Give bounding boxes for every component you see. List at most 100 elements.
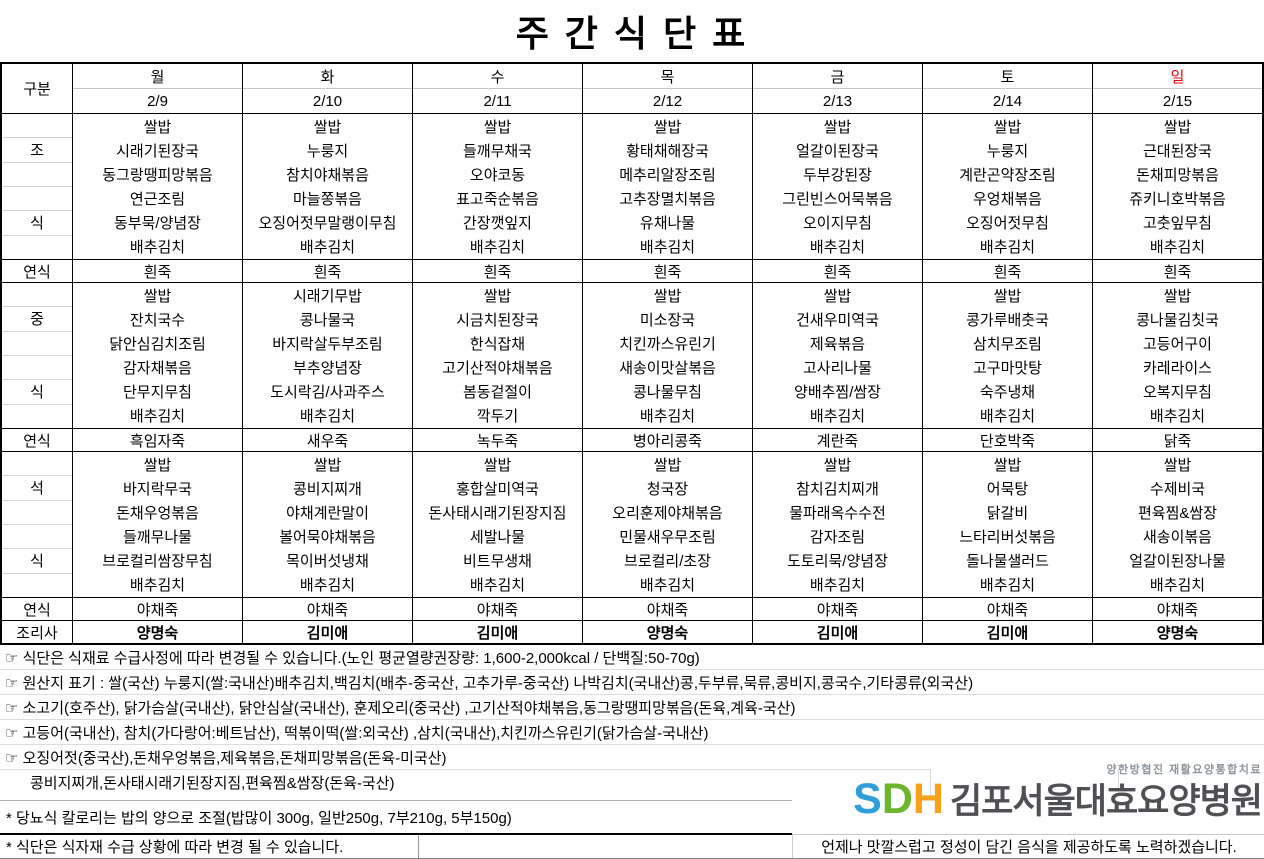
menu-item: 볼어묵야채볶음 [279, 529, 376, 547]
hospital-logo: 양한방협진 재활요양통합치료 SDH 김포서울대효요양병원 [853, 761, 1263, 821]
menu-item: 바지락무국 [122, 480, 192, 498]
meal-label-cell: 식 [2, 211, 72, 236]
menu-item: 쌀밥 [653, 118, 682, 136]
menu-item: 미소장국 [639, 311, 696, 329]
menu-day-cell: 쌀밥 콩가루배춧국 삼치무조림 고구마맛탕 숙주냉채 배추김치 [923, 283, 1093, 428]
menu-item: 쌀밥 [1163, 456, 1192, 474]
menu-item: 배추김치 [1149, 239, 1206, 257]
lunch-soft-cell: 새우죽 [243, 429, 413, 451]
menu-item: 배추김치 [299, 408, 356, 426]
menu-item: 들깨무나물 [122, 529, 192, 547]
menu-item: 쌀밥 [993, 287, 1022, 305]
menu-item: 쥬키니호박볶음 [1129, 191, 1226, 209]
menu-item: 돈사태시래기된장지짐 [428, 504, 567, 522]
meal-label-cell [2, 236, 72, 259]
menu-item: 배추김치 [639, 408, 696, 426]
page-title: 주 간 식 단 표 [515, 13, 749, 54]
menu-day-cell: 시래기무밥 콩나물국 바지락살두부조림 부추양념장 도시락김/사과주스 배추김치 [243, 283, 413, 428]
menu-day-cell: 쌀밥 바지락무국 돈채우엉볶음 들깨무나물 브로컬리쌈장무침 배추김치 [73, 452, 243, 597]
menu-item: 건새우미역국 [796, 311, 879, 329]
dinner-soft-cell: 야채죽 [243, 598, 413, 620]
menu-item: 배추김치 [299, 239, 356, 257]
day-name: 토 [923, 64, 1092, 89]
menu-item: 바지락살두부조림 [272, 335, 383, 353]
menu-item: 참치김치찌개 [796, 480, 879, 498]
menu-item: 홍합살미역국 [456, 480, 539, 498]
meal-block-lunch: 중 식 쌀밥 잔치국수 닭안심김치조림 감자채볶음 단무지무침 배추김치 시래기무밥 콩나물국 바지… [2, 283, 1262, 429]
menu-day-cell: 쌀밥 건새우미역국 제육볶음 고사리나물 양배추찜/쌈장 배추김치 [753, 283, 923, 428]
cook-cell: 양명숙 [1156, 624, 1199, 642]
menu-item: 쌀밥 [653, 287, 682, 305]
divider [0, 833, 792, 835]
day-column-토: 토 2/14 [923, 64, 1093, 113]
origin-note-2: ☞ 원산지 표기 : 쌀(국산) 누룽지(쌀:국내산)배추김치,백김치(배추-중… [0, 670, 1264, 695]
menu-item: 쌀밥 [483, 456, 512, 474]
day-name: 화 [243, 64, 412, 89]
menu-item: 브로컬리/초장 [624, 553, 711, 571]
origin-notes: ☞ 식단은 식재료 수급사정에 따라 변경될 수 있습니다.(노인 평균열량권장… [0, 645, 1264, 795]
menu-day-cell: 쌀밥 미소장국 치킨까스유린기 새송이맛살볶음 콩나물무침 배추김치 [583, 283, 753, 428]
menu-item: 돈채피망볶음 [1136, 166, 1219, 184]
meal-label-cell [2, 501, 72, 525]
lunch-soft-cell: 단호박죽 [923, 429, 1093, 451]
day-column-일: 일 2/15 [1093, 64, 1262, 113]
cook-cell: 양명숙 [583, 621, 753, 643]
menu-item: 쌀밥 [483, 118, 512, 136]
menu-item: 수제비국 [1149, 480, 1206, 498]
menu-item: 계란곤약장조림 [959, 166, 1056, 184]
diabetic-note: * 당뇨식 칼로리는 밥의 양으로 조절(밥많이 300g, 일반250g, 7… [6, 809, 512, 827]
meal-label-cell [2, 163, 72, 187]
menu-day-cell: 쌀밥 잔치국수 닭안심김치조림 감자채볶음 단무지무침 배추김치 [73, 283, 243, 428]
meal-label-cell [2, 114, 72, 139]
menu-item: 고기산적야채볶음 [442, 360, 553, 378]
menu-item: 콩나물김칫국 [1136, 311, 1219, 329]
menu-item: 배추김치 [129, 408, 186, 426]
menu-item: 배추김치 [1149, 408, 1206, 426]
menu-item: 새송이맛살볶음 [619, 360, 716, 378]
meal-label-cell [2, 452, 72, 477]
meal-label-cell [2, 356, 72, 381]
menu-item: 얼갈이된장국 [796, 142, 879, 160]
menu-item: 쌀밥 [1163, 287, 1192, 305]
menu-item: 배추김치 [979, 577, 1036, 595]
hospital-name: 김포서울대효요양병원 [949, 782, 1263, 821]
menu-item: 한식잡채 [469, 335, 526, 353]
lunch-soft-cell: 병아리콩죽 [583, 429, 753, 451]
menu-item: 세발나물 [469, 529, 526, 547]
day-date: 2/10 [312, 92, 343, 110]
meal-label-cell [2, 332, 72, 356]
menu-day-cell: 쌀밥 누룽지 계란곤약장조림 우엉채볶음 오징어젓무침 배추김치 [923, 114, 1093, 259]
day-column-월: 월 2/9 [73, 64, 243, 113]
day-column-수: 수 2/11 [413, 64, 583, 113]
divider [1118, 769, 1119, 795]
menu-day-cell: 쌀밥 누룽지 참치야채볶음 마늘쫑볶음 오징어젓무말랭이무침 배추김치 [243, 114, 413, 259]
menu-item: 양배추찜/쌈장 [794, 384, 881, 402]
menu-item: 콩가루배춧국 [966, 311, 1049, 329]
logo-acronym: SDH [853, 778, 944, 821]
menu-day-cell: 쌀밥 콩비지찌개 야채계란말이 볼어묵야채볶음 목이버섯냉채 배추김치 [243, 452, 413, 597]
day-name: 금 [753, 64, 922, 89]
menu-item: 배추김치 [979, 239, 1036, 257]
day-date: 2/14 [992, 92, 1023, 110]
menu-item: 목이버섯냉채 [286, 553, 369, 571]
menu-item: 누룽지 [986, 142, 1029, 160]
menu-item: 마늘쫑볶음 [292, 191, 362, 209]
breakfast-soft-cell: 흰죽 [73, 260, 243, 282]
menu-item: 고사리나물 [802, 360, 872, 378]
lunch-soft-cell: 닭죽 [1163, 432, 1192, 450]
cook-cell: 김미애 [413, 621, 583, 643]
cook-cell: 김미애 [923, 621, 1093, 643]
row-label: 조리사 [2, 621, 73, 643]
menu-day-cell: 쌀밥 얼갈이된장국 두부강된장 그린빈스어묵볶음 오이지무침 배추김치 [753, 114, 923, 259]
cook-cell: 김미애 [753, 621, 923, 643]
menu-item: 배추김치 [1149, 577, 1206, 595]
menu-item: 돌나물샐러드 [966, 553, 1049, 571]
menu-item: 오징어젓무말랭이무침 [258, 215, 397, 233]
dinner-soft-cell: 야채죽 [1156, 601, 1199, 619]
menu-item: 얼갈이된장나물 [1129, 553, 1226, 571]
menu-item: 물파래옥수수전 [789, 504, 886, 522]
menu-item: 시래기무밥 [292, 287, 362, 305]
menu-item: 제육볶음 [809, 335, 866, 353]
